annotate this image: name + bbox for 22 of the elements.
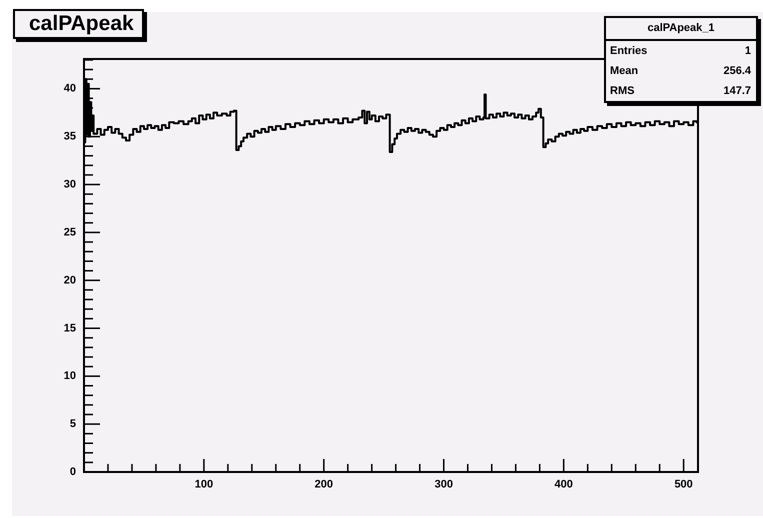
- x-tick-label: 400: [554, 478, 573, 491]
- x-tick-label: 300: [434, 478, 453, 491]
- y-tick-label: 20: [64, 274, 76, 286]
- y-tick-label: 35: [64, 130, 76, 143]
- x-tick-label: 100: [194, 478, 214, 491]
- y-tick-label: 5: [70, 418, 76, 430]
- y-tick-label: 15: [64, 322, 76, 334]
- text: 147.7: [723, 84, 751, 99]
- y-tick-label: 30: [64, 178, 76, 191]
- y-tick-label: 10: [64, 370, 76, 382]
- text: 256.4: [723, 64, 751, 79]
- annotation: Mean: [610, 64, 638, 79]
- chart-title: calPApeak: [13, 9, 144, 39]
- x-tick-label: 200: [314, 478, 334, 491]
- y-tick-label: 0: [70, 466, 76, 478]
- y-tick-label: 40: [64, 82, 76, 95]
- text: 1: [744, 44, 751, 59]
- text: Entries: [610, 44, 648, 59]
- x-tick-label: 500: [674, 478, 693, 491]
- text: calPApeak_1: [606, 18, 756, 41]
- annotation: RMS: [610, 84, 634, 99]
- y-tick-label: 25: [64, 226, 76, 238]
